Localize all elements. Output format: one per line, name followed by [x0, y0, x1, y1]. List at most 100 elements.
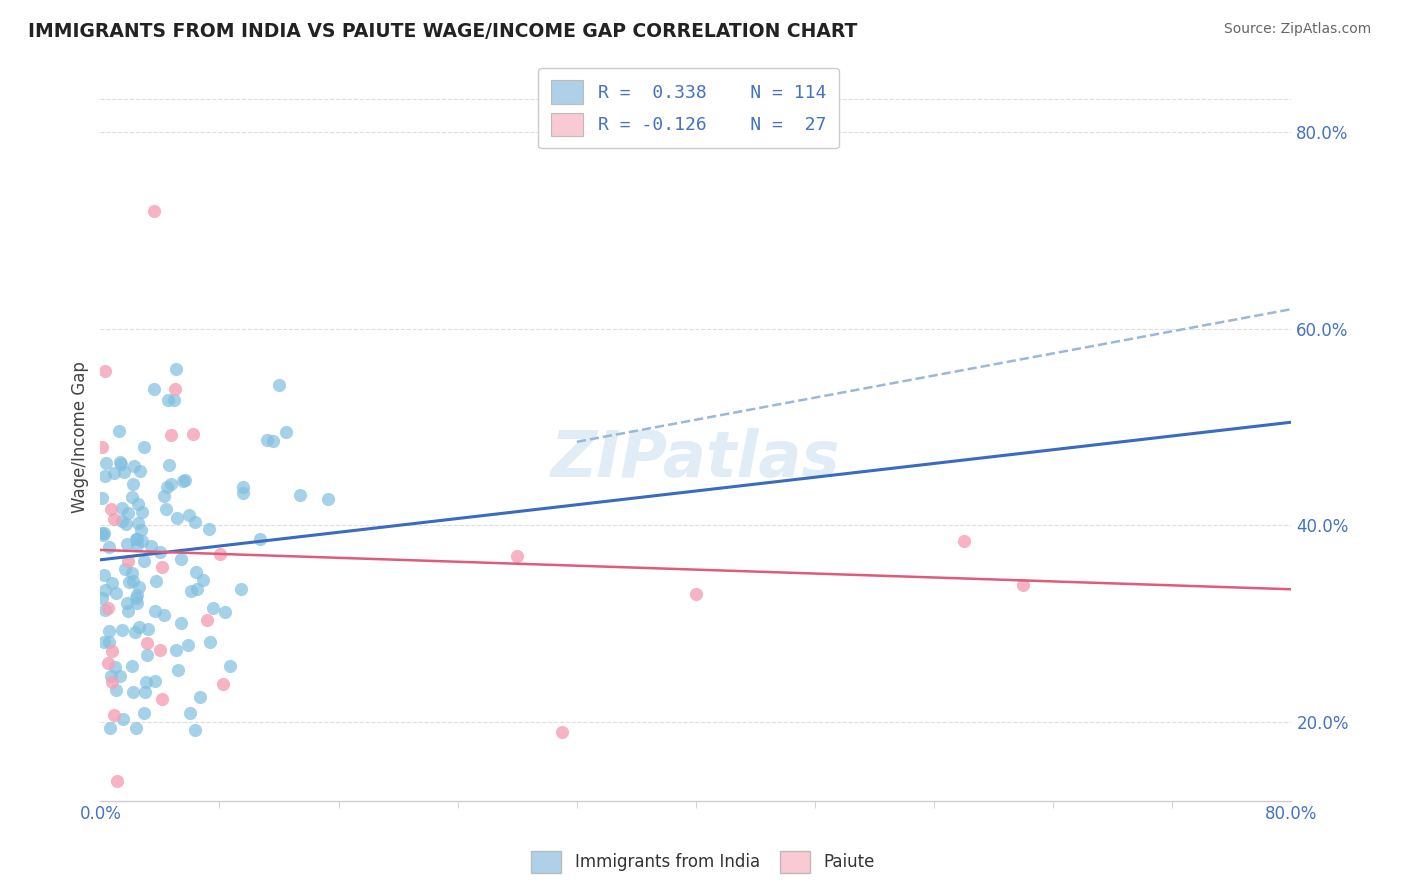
Point: [172, 474, 194, 488]
Point: [505, 549, 527, 564]
Point: [111, 712, 134, 726]
Point: [232, 480, 254, 494]
Point: [127, 538, 149, 552]
Point: [98, 635, 121, 649]
Point: [174, 473, 197, 487]
Point: [93, 567, 115, 582]
Point: [115, 537, 138, 551]
Text: Source: ZipAtlas.com: Source: ZipAtlas.com: [1223, 22, 1371, 37]
Point: [121, 659, 143, 673]
Point: [231, 582, 253, 596]
Point: [166, 511, 188, 525]
Point: [163, 392, 186, 407]
Point: [127, 516, 149, 531]
Point: [129, 464, 152, 478]
Point: [232, 486, 254, 500]
Point: [104, 660, 127, 674]
Point: [128, 580, 150, 594]
Point: [117, 596, 139, 610]
Point: [90, 591, 112, 605]
Point: [136, 636, 159, 650]
Point: [105, 774, 128, 789]
Point: [267, 377, 290, 392]
Point: [112, 465, 135, 479]
Point: [142, 203, 165, 218]
Point: [100, 502, 122, 516]
Point: [134, 685, 156, 699]
Point: [90, 526, 112, 541]
Point: [90, 491, 112, 505]
Point: [179, 706, 201, 721]
Point: [157, 392, 180, 407]
Point: [551, 724, 574, 739]
Point: [103, 707, 125, 722]
Point: [155, 502, 177, 516]
Point: [208, 547, 231, 561]
Point: [134, 440, 156, 454]
Point: [124, 625, 146, 640]
Point: [145, 574, 167, 589]
Point: [249, 533, 271, 547]
Point: [176, 638, 198, 652]
Point: [153, 608, 176, 623]
Point: [953, 533, 976, 548]
Point: [157, 458, 180, 472]
Point: [136, 622, 159, 636]
Point: [100, 669, 122, 683]
Point: [127, 532, 149, 546]
Point: [139, 539, 162, 553]
Point: [122, 459, 145, 474]
Point: [186, 582, 208, 596]
Point: [115, 516, 138, 531]
Point: [127, 497, 149, 511]
Point: [149, 643, 172, 657]
Point: [160, 477, 183, 491]
Point: [135, 675, 157, 690]
Point: [179, 584, 201, 599]
Point: [91, 440, 114, 454]
Point: [122, 574, 145, 588]
Point: [156, 480, 179, 494]
Y-axis label: Wage/Income Gap: Wage/Income Gap: [72, 361, 89, 513]
Point: [94, 582, 117, 597]
Point: [121, 566, 143, 581]
Point: [170, 616, 193, 631]
Point: [129, 523, 152, 537]
Point: [131, 534, 153, 549]
Point: [262, 434, 284, 449]
Point: [117, 604, 139, 618]
Point: [165, 361, 187, 376]
Point: [108, 455, 131, 469]
Point: [101, 575, 124, 590]
Point: [94, 602, 117, 616]
Point: [125, 533, 148, 547]
Point: [108, 669, 131, 683]
Point: [121, 490, 143, 504]
Point: [184, 723, 207, 738]
Point: [201, 601, 224, 615]
Point: [1012, 578, 1035, 592]
Point: [110, 457, 132, 471]
Point: [143, 604, 166, 618]
Point: [197, 522, 219, 536]
Point: [184, 515, 207, 529]
Legend: R =  0.338    N = 114, R = -0.126    N =  27: R = 0.338 N = 114, R = -0.126 N = 27: [538, 68, 839, 148]
Point: [93, 634, 115, 648]
Point: [127, 588, 149, 602]
Point: [94, 364, 117, 378]
Text: IMMIGRANTS FROM INDIA VS PAIUTE WAGE/INCOME GAP CORRELATION CHART: IMMIGRANTS FROM INDIA VS PAIUTE WAGE/INC…: [28, 22, 858, 41]
Point: [165, 382, 187, 396]
Point: [122, 685, 145, 699]
Point: [91, 528, 114, 542]
Point: [186, 565, 208, 579]
Point: [94, 456, 117, 470]
Point: [170, 551, 193, 566]
Point: [97, 541, 120, 555]
Point: [191, 573, 214, 587]
Point: [97, 600, 120, 615]
Point: [214, 605, 236, 619]
Point: [117, 506, 139, 520]
Point: [256, 433, 278, 447]
Point: [195, 613, 218, 627]
Point: [97, 624, 120, 638]
